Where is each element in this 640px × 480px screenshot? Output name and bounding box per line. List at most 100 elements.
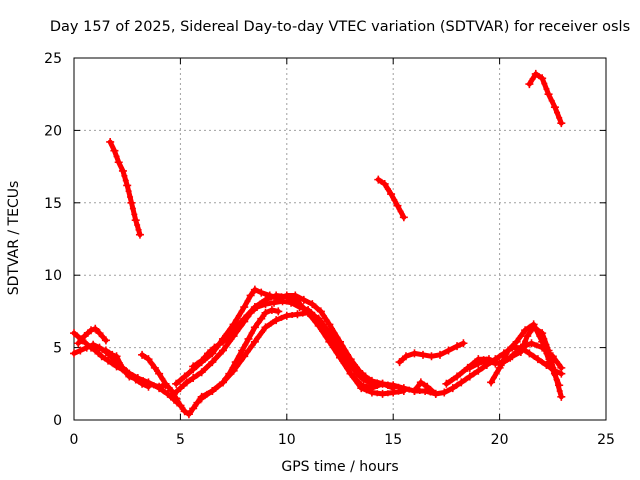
data-point: [95, 343, 104, 352]
data-point: [444, 346, 453, 355]
data-point: [423, 382, 432, 391]
x-tick-label: 10: [278, 432, 296, 448]
data-point-interp: [543, 85, 550, 92]
data-point: [448, 384, 457, 393]
data-point-interp: [395, 383, 402, 390]
data-point: [512, 337, 521, 346]
data-point-interp: [323, 317, 330, 324]
data-point-interp: [499, 359, 506, 366]
data-point-interp: [322, 333, 329, 340]
data-point-interp: [329, 325, 336, 332]
data-point: [555, 381, 564, 390]
data-point: [355, 366, 364, 375]
data-point: [172, 379, 181, 388]
data-point: [250, 323, 259, 332]
data-point: [108, 350, 117, 359]
data-point-interp: [527, 328, 534, 335]
data-point: [557, 392, 566, 401]
data-point: [144, 379, 153, 388]
data-point: [459, 339, 468, 348]
data-point: [557, 119, 566, 128]
data-point: [123, 181, 132, 190]
data-point: [538, 74, 547, 83]
data-point: [529, 320, 538, 329]
data-point: [267, 305, 276, 314]
y-tick-label: 20: [44, 123, 62, 139]
data-point: [421, 387, 430, 396]
data-point-interp: [319, 328, 326, 335]
data-point: [416, 378, 425, 387]
data-point: [101, 346, 110, 355]
data-point: [87, 326, 96, 335]
data-point-interp: [554, 377, 561, 384]
data-point: [118, 166, 127, 175]
plot-frame: [73, 57, 607, 421]
data-point: [135, 230, 144, 239]
data-point: [299, 295, 308, 304]
data-point: [387, 190, 396, 199]
data-point-interp: [541, 80, 548, 87]
data-point: [525, 349, 534, 358]
data-point-interp: [244, 311, 251, 318]
data-point-interp: [428, 387, 435, 394]
data-point-interp: [255, 319, 262, 326]
data-point: [527, 339, 536, 348]
data-point: [193, 398, 202, 407]
data-point: [453, 342, 462, 351]
data-point-interp: [509, 343, 516, 350]
data-point-interp: [129, 205, 136, 212]
data-point-interp: [556, 114, 563, 121]
data-point: [557, 363, 566, 372]
data-point-interp: [319, 320, 326, 327]
data-point-interp: [313, 304, 320, 311]
data-point: [336, 349, 344, 358]
data-point: [210, 343, 219, 352]
data-point-interp: [194, 372, 201, 379]
data-point-interp: [490, 374, 497, 381]
data-point: [104, 356, 113, 365]
axis-ticks: 0 5 10 15 20 25 0 5 10 15 20 25: [44, 51, 615, 448]
data-point: [138, 350, 147, 359]
data-point: [516, 347, 525, 356]
data-point: [189, 374, 198, 383]
data-point: [80, 332, 89, 341]
data-point-interp: [227, 331, 234, 338]
data-point-interp: [320, 312, 327, 319]
data-point: [531, 69, 540, 78]
data-point: [491, 359, 500, 368]
data-point-interp: [116, 359, 123, 366]
data-point-interp: [522, 338, 529, 345]
data-point-interp: [344, 351, 351, 358]
data-point: [144, 355, 153, 364]
data-point: [150, 363, 159, 372]
data-point: [184, 410, 193, 419]
data-point-interp: [520, 343, 527, 350]
data-point: [229, 326, 238, 335]
data-point: [346, 369, 355, 378]
data-point-interp: [351, 361, 358, 368]
data-point-interp: [406, 386, 413, 393]
data-point: [395, 358, 404, 367]
data-point-interp: [216, 351, 223, 358]
data-point-interp: [214, 383, 221, 390]
data-point-interp: [237, 358, 244, 365]
x-tick-label: 15: [384, 432, 402, 448]
data-point: [367, 376, 376, 385]
data-point: [282, 292, 291, 301]
data-point: [272, 316, 281, 325]
data-point-interp: [113, 153, 120, 160]
data-point: [125, 372, 134, 381]
data-point-interp: [543, 350, 550, 357]
data-point-interp: [255, 333, 262, 340]
data-point: [270, 298, 279, 307]
data-point-interp: [414, 383, 421, 390]
data-point-interp: [334, 345, 341, 352]
data-point: [133, 375, 142, 384]
data-point-interp: [339, 355, 346, 362]
data-point-interp: [517, 333, 524, 340]
data-point: [399, 387, 408, 396]
data-point-interp: [334, 334, 341, 341]
data-point: [257, 314, 266, 323]
data-point-interp: [242, 341, 249, 348]
